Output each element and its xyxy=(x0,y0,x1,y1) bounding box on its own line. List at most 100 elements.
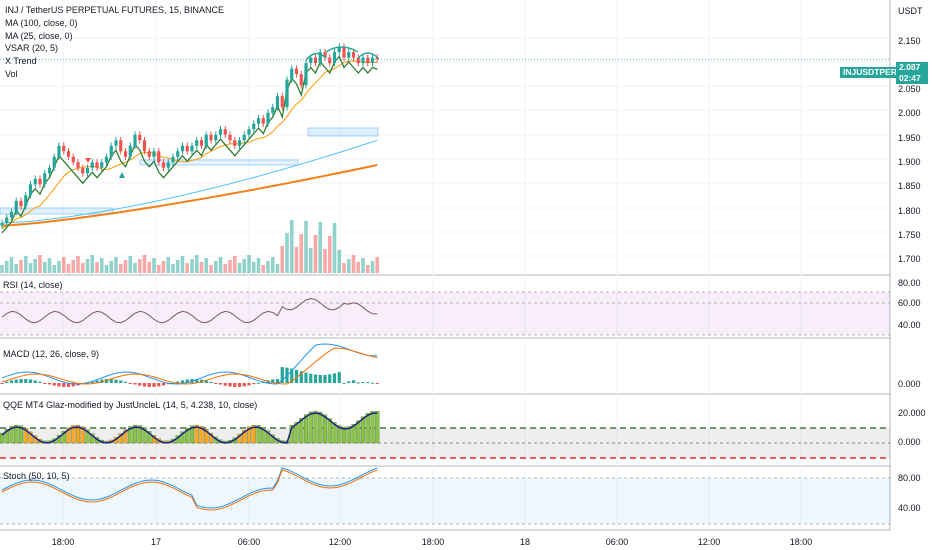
candle-body xyxy=(90,162,94,168)
volume-bar xyxy=(61,257,66,273)
volume-bar xyxy=(71,260,76,273)
volume-bar xyxy=(247,255,251,273)
candle-body xyxy=(252,123,256,130)
candle-body xyxy=(142,140,147,152)
price-tick: 2.050 xyxy=(898,84,921,94)
macd-histogram-bar xyxy=(104,379,109,383)
candle-body xyxy=(195,140,199,146)
indicator-xtrend[interactable]: X Trend xyxy=(5,56,37,67)
stoch-d-line xyxy=(1,469,378,511)
volume-bar xyxy=(161,261,166,273)
price-tick: 1.950 xyxy=(898,133,921,143)
macd-histogram-bar xyxy=(256,382,261,384)
ma25-line xyxy=(1,60,378,229)
volume-bar xyxy=(218,257,223,273)
qqe-histogram-bar xyxy=(242,429,247,444)
symbol-title: INJ / TetherUS PERPETUAL FUTURES, 15, BI… xyxy=(5,5,225,15)
volume-bar xyxy=(318,222,323,273)
candle-body xyxy=(133,134,137,146)
vsar-line xyxy=(1,55,378,234)
volume-bar xyxy=(204,258,209,273)
macd-histogram-bar xyxy=(71,383,75,387)
macd-histogram-bar xyxy=(361,382,365,384)
pattern-arc xyxy=(357,52,379,59)
volume-bar xyxy=(66,264,71,273)
volume-bar xyxy=(175,260,180,273)
macd-histogram-bar xyxy=(38,381,42,383)
rsi-band xyxy=(0,292,890,335)
qqe-histogram-bar xyxy=(351,423,356,444)
qqe-histogram-bar xyxy=(327,418,332,444)
candle-body xyxy=(366,57,370,64)
volume-bar xyxy=(180,256,185,273)
volume-bar xyxy=(337,250,342,273)
time-label: 18:00 xyxy=(421,537,445,547)
qqe-histogram-bar xyxy=(75,424,81,444)
volume-bar xyxy=(308,248,313,273)
macd-histogram-bar xyxy=(14,379,18,383)
qqe-histogram-bar xyxy=(332,422,337,444)
volume-bar xyxy=(147,262,152,273)
indicator-ma100[interactable]: MA (100, close, 0) xyxy=(5,17,78,28)
macd-histogram-bar xyxy=(318,374,322,383)
volume-bar xyxy=(361,258,365,273)
indicator-vsar[interactable]: VSAR (20, 5) xyxy=(5,43,59,54)
candle-body xyxy=(356,57,360,64)
macd-pane-label[interactable]: MACD (12, 26, close, 9) xyxy=(3,349,100,359)
macd-histogram-bar xyxy=(133,383,137,385)
qqe-histogram-bar xyxy=(128,426,133,444)
macd-histogram-bar xyxy=(66,383,71,387)
macd-histogram-bar xyxy=(138,383,142,386)
volume-bar xyxy=(237,263,242,273)
macd-histogram-bar xyxy=(275,379,280,383)
qqe-histogram-bar xyxy=(208,432,214,444)
last-price-value: 2.087 xyxy=(899,62,921,72)
volume-bar xyxy=(299,234,304,273)
volume-bar xyxy=(342,263,346,273)
macd-histogram-bar xyxy=(109,379,113,383)
volume-bar xyxy=(280,246,285,273)
qqe-histogram-bar xyxy=(246,426,252,444)
volume-bar xyxy=(57,261,61,273)
volume-bar xyxy=(294,247,299,273)
candle-body xyxy=(304,63,308,86)
candle-body xyxy=(309,57,313,64)
qqe-histogram-bar xyxy=(341,426,347,444)
macd-histogram-bar xyxy=(123,381,128,383)
macd-histogram-bar xyxy=(233,383,237,387)
qqe-histogram-bar xyxy=(71,425,76,444)
price-tick: 1.800 xyxy=(898,206,921,216)
qqe-histogram-bar xyxy=(4,429,9,444)
volume-bar xyxy=(304,221,308,273)
rsi-pane-label[interactable]: RSI (14, close) xyxy=(3,280,63,290)
volume-bar xyxy=(33,259,38,273)
indicator-vol[interactable]: Vol xyxy=(5,68,18,79)
volume-bar xyxy=(76,256,80,273)
candle-body xyxy=(33,178,37,185)
candle-body xyxy=(71,156,75,163)
indicator-ma25[interactable]: MA (25, close, 0) xyxy=(5,30,73,41)
qqe-histogram-bar xyxy=(85,429,90,444)
candle-body xyxy=(5,217,9,223)
macd-histogram-bar xyxy=(95,380,99,383)
qqe-histogram-bar xyxy=(294,422,299,444)
candle-body xyxy=(214,134,218,141)
macd-histogram-bar xyxy=(161,383,166,386)
volume-bar xyxy=(152,258,156,273)
candle-body xyxy=(43,173,47,185)
candle-body xyxy=(361,57,365,64)
candle-body xyxy=(166,162,170,168)
volume-bar xyxy=(109,261,114,273)
ma100-line xyxy=(1,164,378,227)
stoch-pane-label[interactable]: Stoch (50, 10, 5) xyxy=(3,471,70,481)
candle-body xyxy=(81,167,85,174)
volume-bar xyxy=(242,259,247,273)
qqe-pane-label[interactable]: QQE MT4 Glaz-modified by JustUncleL (14,… xyxy=(3,400,258,410)
volume-bar xyxy=(166,257,171,273)
macd-tick: 0.000 xyxy=(898,379,921,389)
price-tick: 2.000 xyxy=(898,108,921,118)
stoch-band xyxy=(0,478,890,524)
pattern-arc xyxy=(305,52,327,61)
qqe-histogram-bar xyxy=(23,428,28,444)
